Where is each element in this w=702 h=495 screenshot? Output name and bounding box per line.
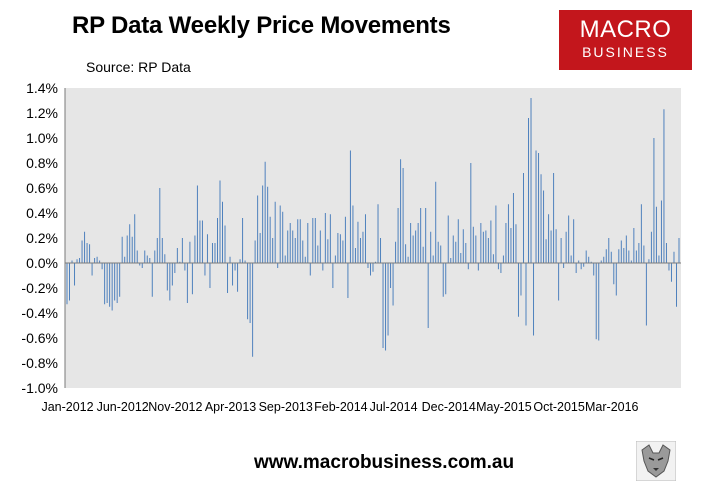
x-tick-label: Sep-2013 bbox=[259, 400, 313, 414]
y-tick-label: -0.4% bbox=[21, 305, 58, 321]
y-tick-label: 0.4% bbox=[26, 205, 58, 221]
y-tick-label: 0.8% bbox=[26, 155, 58, 171]
y-tick-label: -0.8% bbox=[21, 355, 58, 371]
source-note: Source: RP Data bbox=[86, 59, 191, 75]
y-tick-label: 1.0% bbox=[26, 130, 58, 146]
x-tick-label: Nov-2012 bbox=[148, 400, 202, 414]
x-tick-label: May-2015 bbox=[476, 400, 532, 414]
x-tick-label: Mar-2016 bbox=[585, 400, 639, 414]
y-tick-label: 0.0% bbox=[26, 255, 58, 271]
plot-area bbox=[65, 88, 681, 388]
x-tick-label: Dec-2014 bbox=[422, 400, 476, 414]
y-tick-label: -1.0% bbox=[21, 380, 58, 396]
x-tick-label: Apr-2013 bbox=[205, 400, 256, 414]
x-tick-label: Jul-2014 bbox=[370, 400, 418, 414]
chart-title: RP Data Weekly Price Movements bbox=[72, 12, 451, 39]
wolf-logo-icon bbox=[636, 441, 676, 481]
y-tick-label: 1.2% bbox=[26, 105, 58, 121]
y-axis-ticks: 1.4% 1.2% 1.0% 0.8% 0.6% 0.4% 0.2% 0.0% -0.2% -0.… bbox=[21, 80, 58, 396]
x-tick-label: Feb-2014 bbox=[314, 400, 368, 414]
y-tick-label: -0.2% bbox=[21, 280, 58, 296]
y-tick-label: 1.4% bbox=[26, 80, 58, 96]
x-tick-label: Jun-2012 bbox=[97, 400, 149, 414]
y-tick-label: 0.2% bbox=[26, 230, 58, 246]
y-tick-label: -0.6% bbox=[21, 330, 58, 346]
x-tick-label: Oct-2015 bbox=[533, 400, 584, 414]
logo-line-macro: MACRO bbox=[579, 16, 672, 43]
x-axis-ticks: Jan-2012 Jun-2012 Nov-2012 Apr-2013 Sep-2013… bbox=[41, 400, 638, 414]
logo-line-business: BUSINESS bbox=[582, 44, 669, 60]
bar-series bbox=[66, 98, 680, 357]
y-tick-label: 0.6% bbox=[26, 180, 58, 196]
website-url: www.macrobusiness.com.au bbox=[254, 452, 515, 473]
x-tick-label: Jan-2012 bbox=[41, 400, 93, 414]
brand-logo: MACRO BUSINESS bbox=[559, 10, 692, 70]
